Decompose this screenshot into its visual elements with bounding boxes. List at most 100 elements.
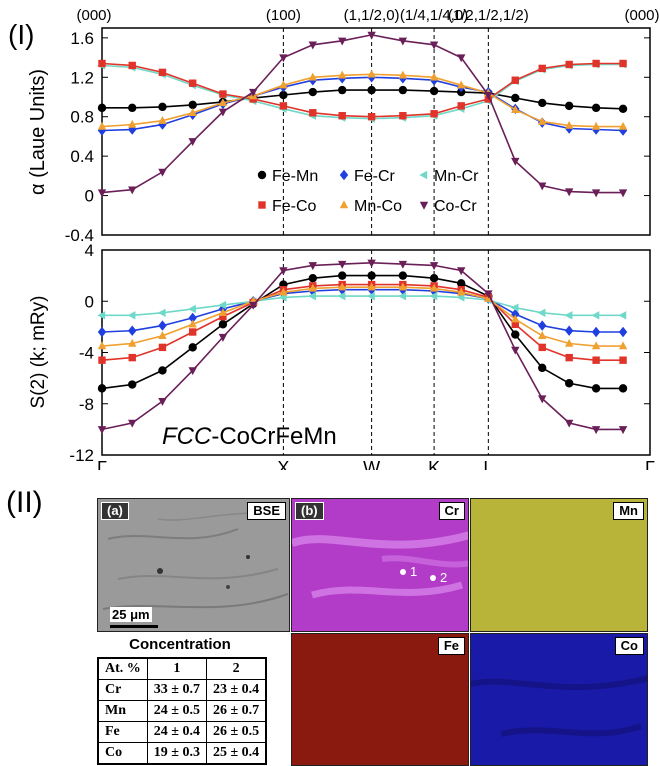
co-tag: Co xyxy=(614,637,644,655)
material-prefix: FCC xyxy=(162,423,212,450)
data-point xyxy=(157,308,166,317)
table-cell: Cr xyxy=(97,679,148,701)
data-point xyxy=(97,426,107,435)
table-cell: Co xyxy=(97,742,148,765)
data-point xyxy=(565,353,573,362)
data-point xyxy=(591,426,601,435)
bse-panel-letter: (a) xyxy=(101,502,129,520)
legend-label: Fe-Cr xyxy=(354,168,396,185)
data-point xyxy=(538,182,547,191)
data-point xyxy=(97,121,107,130)
data-point xyxy=(97,384,107,393)
table-cell: 26 ± 0.5 xyxy=(205,721,267,743)
data-point xyxy=(218,300,227,310)
data-point xyxy=(308,41,317,50)
point-1-marker xyxy=(400,569,406,575)
data-point xyxy=(538,343,546,352)
data-point xyxy=(367,85,376,95)
data-point xyxy=(308,72,317,81)
data-point xyxy=(591,384,601,393)
cr-panel-letter: (b) xyxy=(295,502,324,520)
data-point xyxy=(618,104,628,114)
data-point xyxy=(618,384,628,393)
data-point xyxy=(367,69,376,78)
top-kpoint-label: (1/4,1/4,0) xyxy=(400,7,468,24)
data-point xyxy=(98,356,106,364)
data-point xyxy=(158,331,167,340)
data-point xyxy=(218,308,228,316)
data-point xyxy=(128,61,136,70)
legend-marker xyxy=(258,201,266,209)
data-point xyxy=(158,366,167,375)
data-point xyxy=(218,320,228,329)
y-tick-label: 0.4 xyxy=(70,147,94,166)
data-point xyxy=(591,341,601,350)
data-point xyxy=(308,87,317,97)
top-kpoint-labels: (000) (100) (1,1/2,0) (1/4,1/4,0)(1/2,1/2,1… xyxy=(76,7,659,24)
y-tick-label: 1.6 xyxy=(70,29,94,48)
data-point xyxy=(564,338,574,347)
data-point xyxy=(158,397,167,406)
data-point xyxy=(564,379,574,388)
data-point xyxy=(127,311,136,320)
concentration-table: At. % 1 2 Cr 33 ± 0.7 23 ± 0.4 Mn 24 ± 0… xyxy=(97,657,268,765)
alpha-plot: -0.4 0 0.4 0.8 1.2 1.6 α (Laue Units) xyxy=(27,27,651,245)
data-point xyxy=(592,356,600,364)
table-cell: 23 ± 0.4 xyxy=(205,679,267,701)
y-tick-label: -8 xyxy=(79,395,94,414)
cr-tag: Cr xyxy=(438,502,465,520)
data-point xyxy=(510,303,519,312)
table-cell: 19 ± 0.3 xyxy=(146,742,207,765)
table-row: Fe 24 ± 0.4 26 ± 0.5 xyxy=(97,721,267,743)
data-point xyxy=(429,283,439,292)
data-point xyxy=(248,88,258,97)
data-point xyxy=(309,109,317,117)
data-point xyxy=(338,271,347,280)
data-point xyxy=(457,80,466,89)
data-point xyxy=(338,37,347,46)
data-point xyxy=(337,291,346,301)
data-point xyxy=(128,119,137,128)
data-point xyxy=(429,291,438,301)
table-cell: 24 ± 0.5 xyxy=(146,700,207,722)
table-row: Co 19 ± 0.3 25 ± 0.4 xyxy=(97,742,267,765)
data-point xyxy=(591,121,601,130)
table-cell: 25 ± 0.4 xyxy=(205,742,267,765)
data-point xyxy=(188,100,197,110)
legend-label: Co-Cr xyxy=(434,198,477,215)
data-point xyxy=(219,312,227,321)
data-point xyxy=(398,70,408,79)
data-point xyxy=(618,121,628,130)
data-point xyxy=(97,341,107,350)
legend: Fe-Mn Fe-Cr Mn-Cr Fe-Co Mn-Co Co-Cr xyxy=(257,168,479,215)
data-point xyxy=(398,282,408,291)
data-point xyxy=(128,353,136,362)
data-point xyxy=(367,113,376,121)
cr-map-panel: (b) Cr 1 2 xyxy=(291,498,469,632)
data-point xyxy=(398,291,407,301)
data-point xyxy=(429,86,439,96)
data-point xyxy=(564,120,574,129)
x-tick-label: Γ xyxy=(645,458,655,470)
data-point xyxy=(618,426,628,435)
data-point xyxy=(158,320,167,331)
y-tick-label: 1.2 xyxy=(70,68,94,87)
data-point xyxy=(338,70,347,79)
material-suffix: -CoCrFeMn xyxy=(211,423,336,450)
data-point xyxy=(457,279,466,288)
legend-marker xyxy=(339,200,349,209)
data-point xyxy=(128,186,137,195)
data-point xyxy=(279,267,288,276)
data-point xyxy=(188,367,197,376)
data-point xyxy=(128,103,137,113)
table-header-row: At. % 1 2 xyxy=(97,657,267,680)
x-tick-label: Γ xyxy=(97,458,107,470)
scale-bar xyxy=(110,625,158,628)
table-row: Mn 24 ± 0.5 26 ± 0.7 xyxy=(97,700,267,722)
data-point xyxy=(538,331,547,340)
data-point xyxy=(338,85,347,95)
table-header-cell: At. % xyxy=(97,657,148,680)
data-point xyxy=(429,72,439,81)
data-point xyxy=(128,325,137,336)
x-tick-label: L xyxy=(483,458,493,470)
